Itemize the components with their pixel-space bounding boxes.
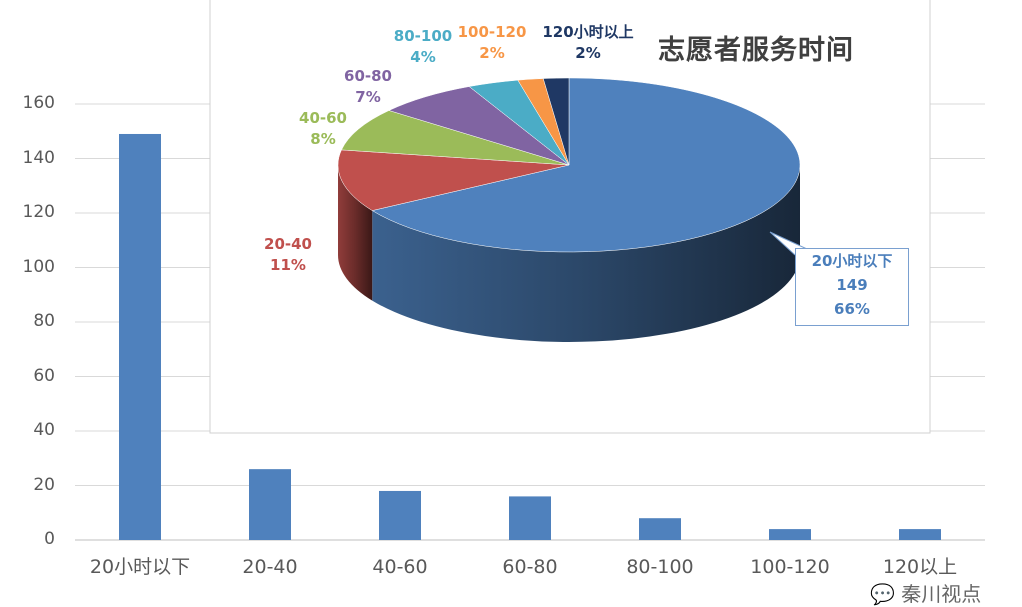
y-tick-label: 120 — [22, 202, 55, 222]
bar — [249, 469, 291, 540]
wechat-icon: 💬 — [870, 582, 895, 606]
pie-label-percent: 11% — [270, 256, 306, 274]
watermark-text: 秦川视点 — [901, 582, 982, 606]
pie-label-percent: 4% — [410, 48, 436, 66]
pie-label-category: 60-80 — [344, 67, 392, 85]
x-tick-label: 100-120 — [750, 556, 830, 578]
callout-category: 20小时以下 — [811, 252, 893, 270]
y-tick-label: 20 — [33, 474, 55, 495]
pie-data-label: 40-60 8% — [299, 108, 347, 150]
pie-slice — [542, 77, 570, 166]
pie-label-percent: 2% — [575, 44, 601, 62]
callout-value: 149 — [836, 276, 868, 294]
pie-data-label: 100-120 2% — [458, 22, 527, 64]
pie-label-percent: 2% — [479, 44, 505, 62]
pie-title: 志愿者服务时间 — [658, 35, 854, 66]
x-tick-label: 80-100 — [626, 556, 694, 578]
pie-callout-label: 20小时以下 149 66% — [795, 248, 909, 326]
bar — [899, 529, 941, 540]
pie-label-percent: 7% — [355, 88, 381, 106]
callout-percent: 66% — [834, 300, 870, 318]
pie-label-category: 120小时以上 — [542, 23, 634, 41]
x-tick-label: 60-80 — [502, 556, 558, 578]
bar — [639, 518, 681, 540]
pie-label-category: 40-60 — [299, 109, 347, 127]
pie-label-percent: 8% — [310, 130, 336, 148]
pie-data-label: 20-40 11% — [264, 234, 312, 276]
pie-label-category: 80-100 — [393, 27, 453, 45]
pie-slice-side — [372, 165, 800, 342]
bar — [769, 529, 811, 540]
pie-slice-side — [338, 165, 373, 301]
x-tick-label: 120以上 — [882, 556, 958, 578]
bar — [119, 133, 161, 540]
pie-data-label: 60-80 7% — [344, 66, 392, 108]
y-tick-label: 100 — [22, 256, 55, 277]
pie-slice — [341, 110, 570, 166]
pie-slice — [371, 77, 801, 253]
y-tick-label: 60 — [33, 365, 55, 386]
y-tick-label: 80 — [33, 311, 55, 331]
y-tick-label: 0 — [44, 529, 55, 549]
pie-slice — [337, 149, 570, 211]
pie-label-category: 20-40 — [264, 235, 312, 253]
bar — [379, 490, 421, 540]
y-tick-label: 160 — [22, 93, 55, 113]
pie-label-category: 100-120 — [457, 23, 527, 41]
pie-slice — [388, 86, 570, 166]
x-tick-label: 20-40 — [242, 556, 298, 578]
y-tick-label: 140 — [22, 147, 55, 168]
x-tick-label: 40-60 — [372, 556, 428, 578]
pie-data-label: 120小时以上 2% — [542, 22, 633, 64]
watermark: 💬 秦川视点 — [870, 582, 981, 606]
bar — [509, 496, 551, 540]
x-tick-label: 20小时以下 — [89, 556, 191, 578]
pie-data-label: 80-100 4% — [394, 26, 452, 68]
y-tick-label: 40 — [33, 420, 55, 440]
